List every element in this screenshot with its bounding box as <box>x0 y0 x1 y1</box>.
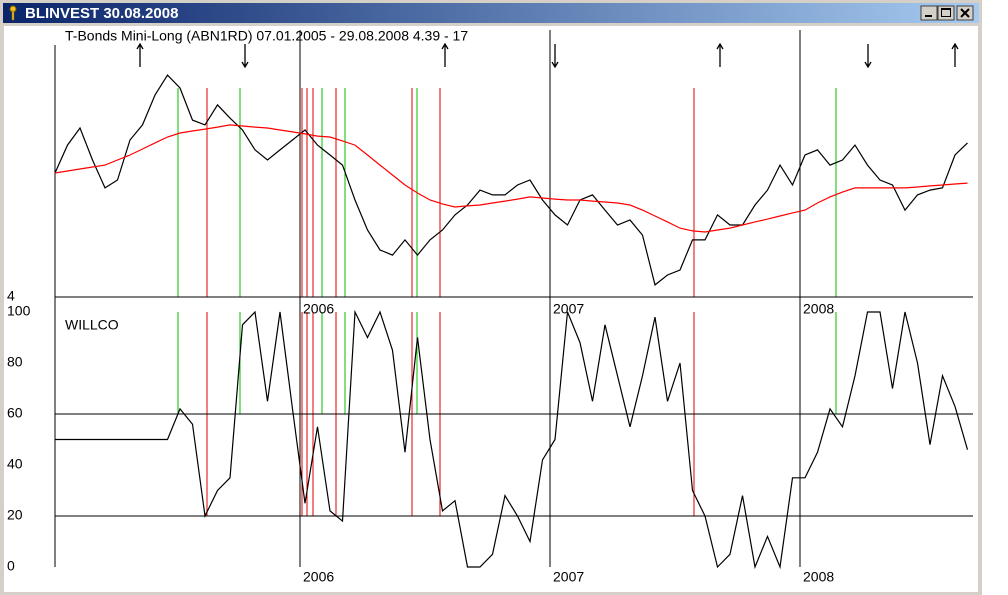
y-tick-label: 4 <box>7 288 15 304</box>
signal-arrow <box>551 44 559 69</box>
chart-title: WILLCO <box>65 317 119 333</box>
app-icon <box>9 5 17 21</box>
y-tick-label: 20 <box>7 507 23 523</box>
signal-arrow <box>716 42 724 67</box>
signal-arrow <box>441 42 449 67</box>
signal-arrow <box>136 42 144 67</box>
y-tick-label: 0 <box>7 558 15 574</box>
chart-title: T-Bonds Mini-Long (ABN1RD) 07.01.2005 - … <box>65 28 468 44</box>
x-tick-label: 2007 <box>553 301 584 317</box>
x-tick-label: 2006 <box>303 569 334 585</box>
close-button[interactable] <box>956 5 974 21</box>
y-tick-label: 60 <box>7 405 23 421</box>
series-line <box>54 74 968 286</box>
series-line <box>54 124 968 233</box>
minimize-button[interactable] <box>920 5 938 21</box>
signal-arrow <box>864 44 872 69</box>
maximize-button[interactable] <box>937 5 955 21</box>
signal-arrow <box>951 42 959 67</box>
chart-area <box>4 26 978 592</box>
series-line <box>55 309 969 570</box>
x-tick-label: 2006 <box>303 301 334 317</box>
x-tick-label: 2008 <box>803 569 834 585</box>
chart-layer: T-Bonds Mini-Long (ABN1RD) 07.01.2005 - … <box>7 28 973 585</box>
title-bar <box>3 3 979 23</box>
y-tick-label: 40 <box>7 456 23 472</box>
signal-arrow <box>241 44 249 69</box>
x-tick-label: 2008 <box>803 301 834 317</box>
y-tick-label: 100 <box>7 303 31 319</box>
window-title: BLINVEST 30.08.2008 <box>25 5 178 22</box>
y-tick-label: 80 <box>7 354 23 370</box>
x-tick-label: 2007 <box>553 569 584 585</box>
